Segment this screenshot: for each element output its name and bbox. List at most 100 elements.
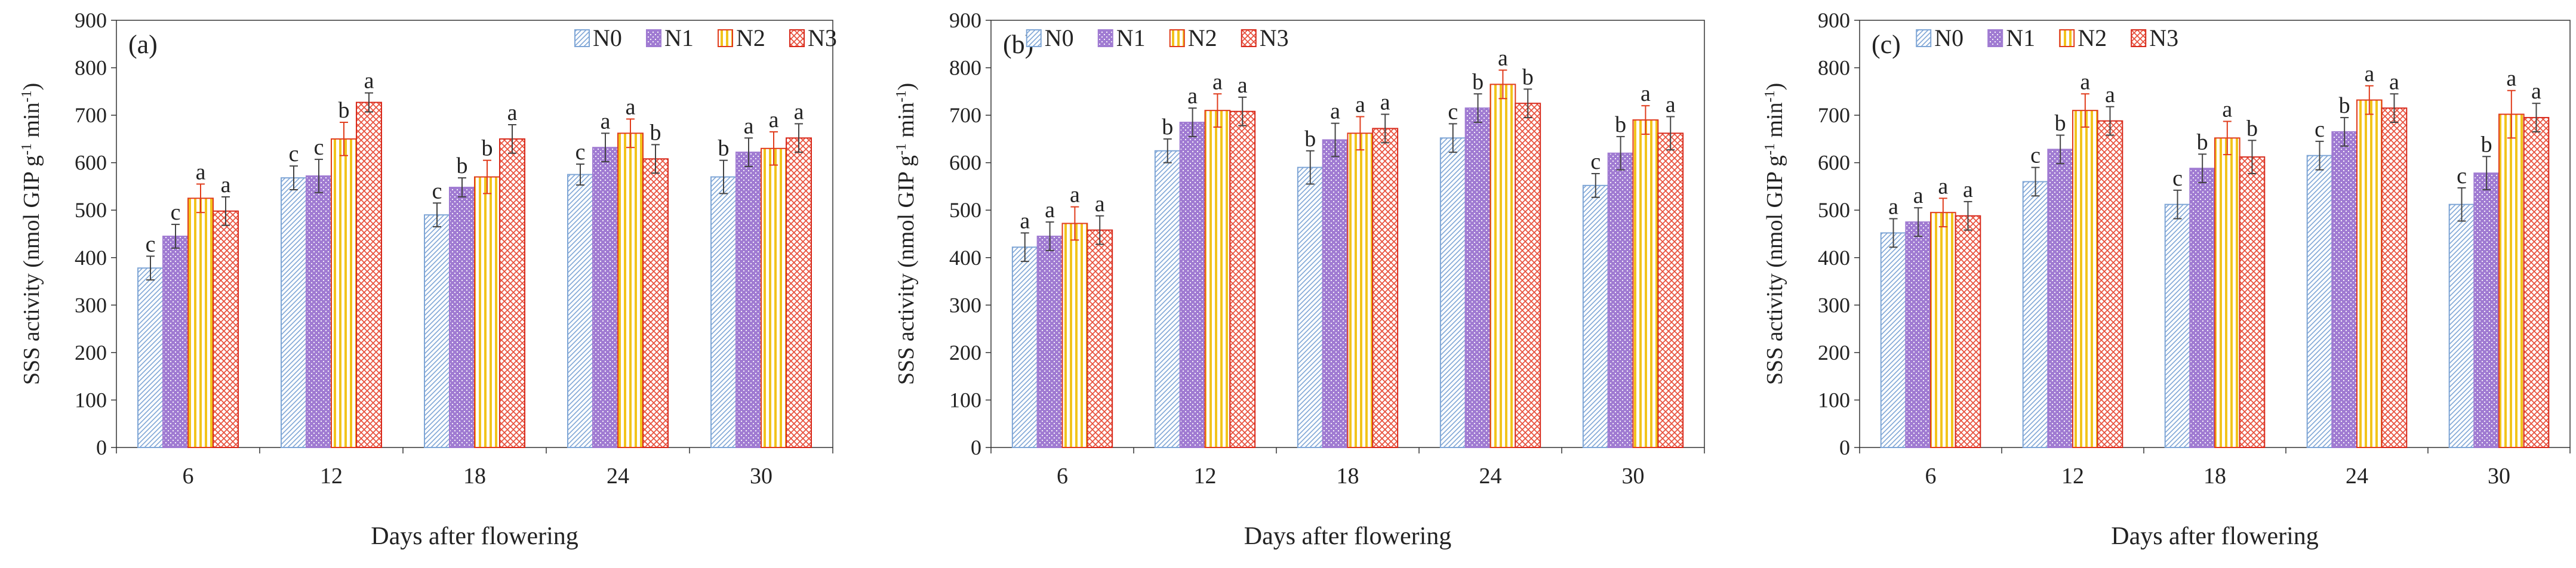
y-axis-title-ylabel-mid: min: [894, 103, 919, 144]
y-tick-label: 700: [949, 103, 981, 127]
y-tick-label: 300: [1818, 293, 1850, 317]
bar-n0-day-30: [2448, 203, 2475, 448]
x-tick-label: 24: [1479, 464, 1502, 489]
bar-n1-day-6: [1036, 235, 1063, 448]
y-tick-label: 900: [949, 8, 981, 32]
bar-n3-day-6: [213, 210, 239, 448]
legend-swatch-n2: [1169, 29, 1185, 47]
y-tick-label: 400: [75, 246, 107, 270]
bar-n2-day-30: [761, 147, 787, 449]
bar-n3-day-12: [1229, 110, 1256, 449]
significance-letter: a: [1070, 183, 1080, 208]
x-tick-label: 12: [2061, 464, 2084, 489]
significance-letter: b: [457, 153, 468, 178]
significance-letter: a: [1045, 197, 1055, 223]
significance-letter: b: [718, 136, 730, 161]
bar-n2-day-12: [331, 138, 357, 448]
x-tick-label: 24: [2346, 464, 2368, 489]
chart-panel-2: 0 100 200 300 400 500 600 700 800 900 SSS activity…: [894, 8, 1705, 550]
y-tick-label: 200: [1818, 341, 1850, 365]
y-tick-label: 400: [1818, 246, 1850, 270]
bar-n1-day-24: [2331, 131, 2358, 448]
bar-n3-day-24: [642, 158, 669, 448]
y-axis-title-ylabel-sup2: -1: [1762, 91, 1778, 103]
significance-letter: c: [575, 140, 586, 165]
chart-panel-1: 0 100 200 300 400 500 600 700 800 900 SSS activity…: [19, 8, 837, 550]
significance-letter: c: [2315, 117, 2325, 142]
significance-letter: a: [1641, 81, 1651, 106]
bar-n1-day-6: [1905, 221, 1932, 448]
significance-letter: a: [1913, 183, 1923, 208]
y-tick-label: 200: [949, 341, 981, 365]
x-axis-title: Days after flowering: [1244, 523, 1452, 550]
legend-swatch-n1: [1097, 29, 1113, 47]
y-tick-label: 500: [1818, 198, 1850, 222]
y-tick-label: 700: [1818, 103, 1850, 127]
y-tick-label: 200: [75, 341, 107, 365]
x-tick-label: 30: [1622, 464, 1645, 489]
bar-n0-day-6: [1880, 232, 1907, 448]
bar-n2-day-24: [617, 132, 644, 448]
significance-letter: a: [1666, 92, 1676, 117]
significance-letter: a: [2222, 97, 2232, 122]
significance-letter: a: [1355, 92, 1365, 117]
y-tick-label: 800: [75, 56, 107, 80]
y-tick-label: 900: [1818, 8, 1850, 32]
bar-n1-day-18: [2189, 168, 2216, 448]
y-axis-title: SSS activity (nmol GIP g-1 min-1): [1762, 83, 1787, 385]
y-tick-label: 500: [75, 198, 107, 222]
significance-letter: a: [2364, 61, 2374, 87]
legend: N0 N1 N2 N3: [1026, 24, 1289, 51]
bar-n0-day-6: [1011, 246, 1038, 448]
bar-n0-day-12: [2022, 181, 2049, 448]
bar-n1-day-30: [2473, 172, 2500, 448]
bar-n2-day-6: [187, 197, 214, 448]
significance-letter: c: [2172, 166, 2183, 191]
x-tick-label: 6: [183, 464, 194, 489]
y-tick-label: 300: [75, 293, 107, 317]
significance-letter: a: [1095, 192, 1105, 217]
significance-letter: a: [2531, 79, 2541, 104]
y-tick-label: 0: [96, 436, 107, 459]
legend: N0 N1 N2 N3: [1916, 24, 2178, 51]
bar-n0-day-6: [137, 267, 164, 448]
bar-n0-day-12: [1154, 150, 1181, 448]
bar-n1-day-6: [162, 235, 189, 448]
legend-label-n1: N1: [664, 24, 694, 51]
significance-letter: b: [650, 120, 661, 145]
bar-n1-day-18: [1322, 139, 1349, 449]
x-tick-label: 12: [1194, 464, 1217, 489]
chart-panel-3: 0 100 200 300 400 500 600 700 800 900 SSS activity…: [1762, 8, 2571, 550]
panel-label: (c): [1872, 30, 1901, 59]
y-tick-label: 600: [949, 151, 981, 175]
y-axis-title: SSS activity (nmol GIP g-1 min-1): [894, 83, 919, 385]
significance-letter: a: [507, 100, 518, 125]
y-axis-title-ylabel-sup2: -1: [19, 91, 35, 103]
x-tick-label: 24: [607, 464, 629, 489]
y-tick-label: 0: [1839, 436, 1850, 459]
bar-n3-day-30: [786, 137, 812, 448]
bar-n2-day-18: [1347, 132, 1374, 448]
legend-swatch-n3: [2131, 29, 2147, 47]
bar-n3-day-18: [499, 138, 525, 448]
bar-n0-day-18: [1297, 166, 1324, 448]
y-axis-title-ylabel: SSS activity (nmol GIP g: [19, 155, 44, 385]
y-axis-title-ylabel: SSS activity (nmol GIP g: [894, 155, 919, 385]
significance-letter: a: [744, 113, 754, 138]
y-tick-label: 300: [949, 293, 981, 317]
significance-letter: a: [1330, 99, 1340, 124]
y-axis-title-ylabel-end: ): [894, 83, 919, 91]
x-tick-label: 30: [2488, 464, 2510, 489]
bar-n0-day-12: [281, 177, 307, 448]
significance-letter: c: [314, 135, 324, 160]
significance-letter: c: [289, 141, 299, 166]
x-tick-label: 30: [750, 464, 773, 489]
y-tick-label: 800: [1818, 56, 1850, 80]
legend-label-n2: N2: [2078, 24, 2107, 51]
bar-n3-day-24: [1515, 103, 1541, 448]
significance-letter: a: [1888, 195, 1898, 220]
bar-n1-day-12: [306, 175, 332, 448]
y-axis-title-ylabel-end: ): [19, 83, 44, 91]
y-axis-title-ylabel-mid: min: [1762, 103, 1787, 144]
